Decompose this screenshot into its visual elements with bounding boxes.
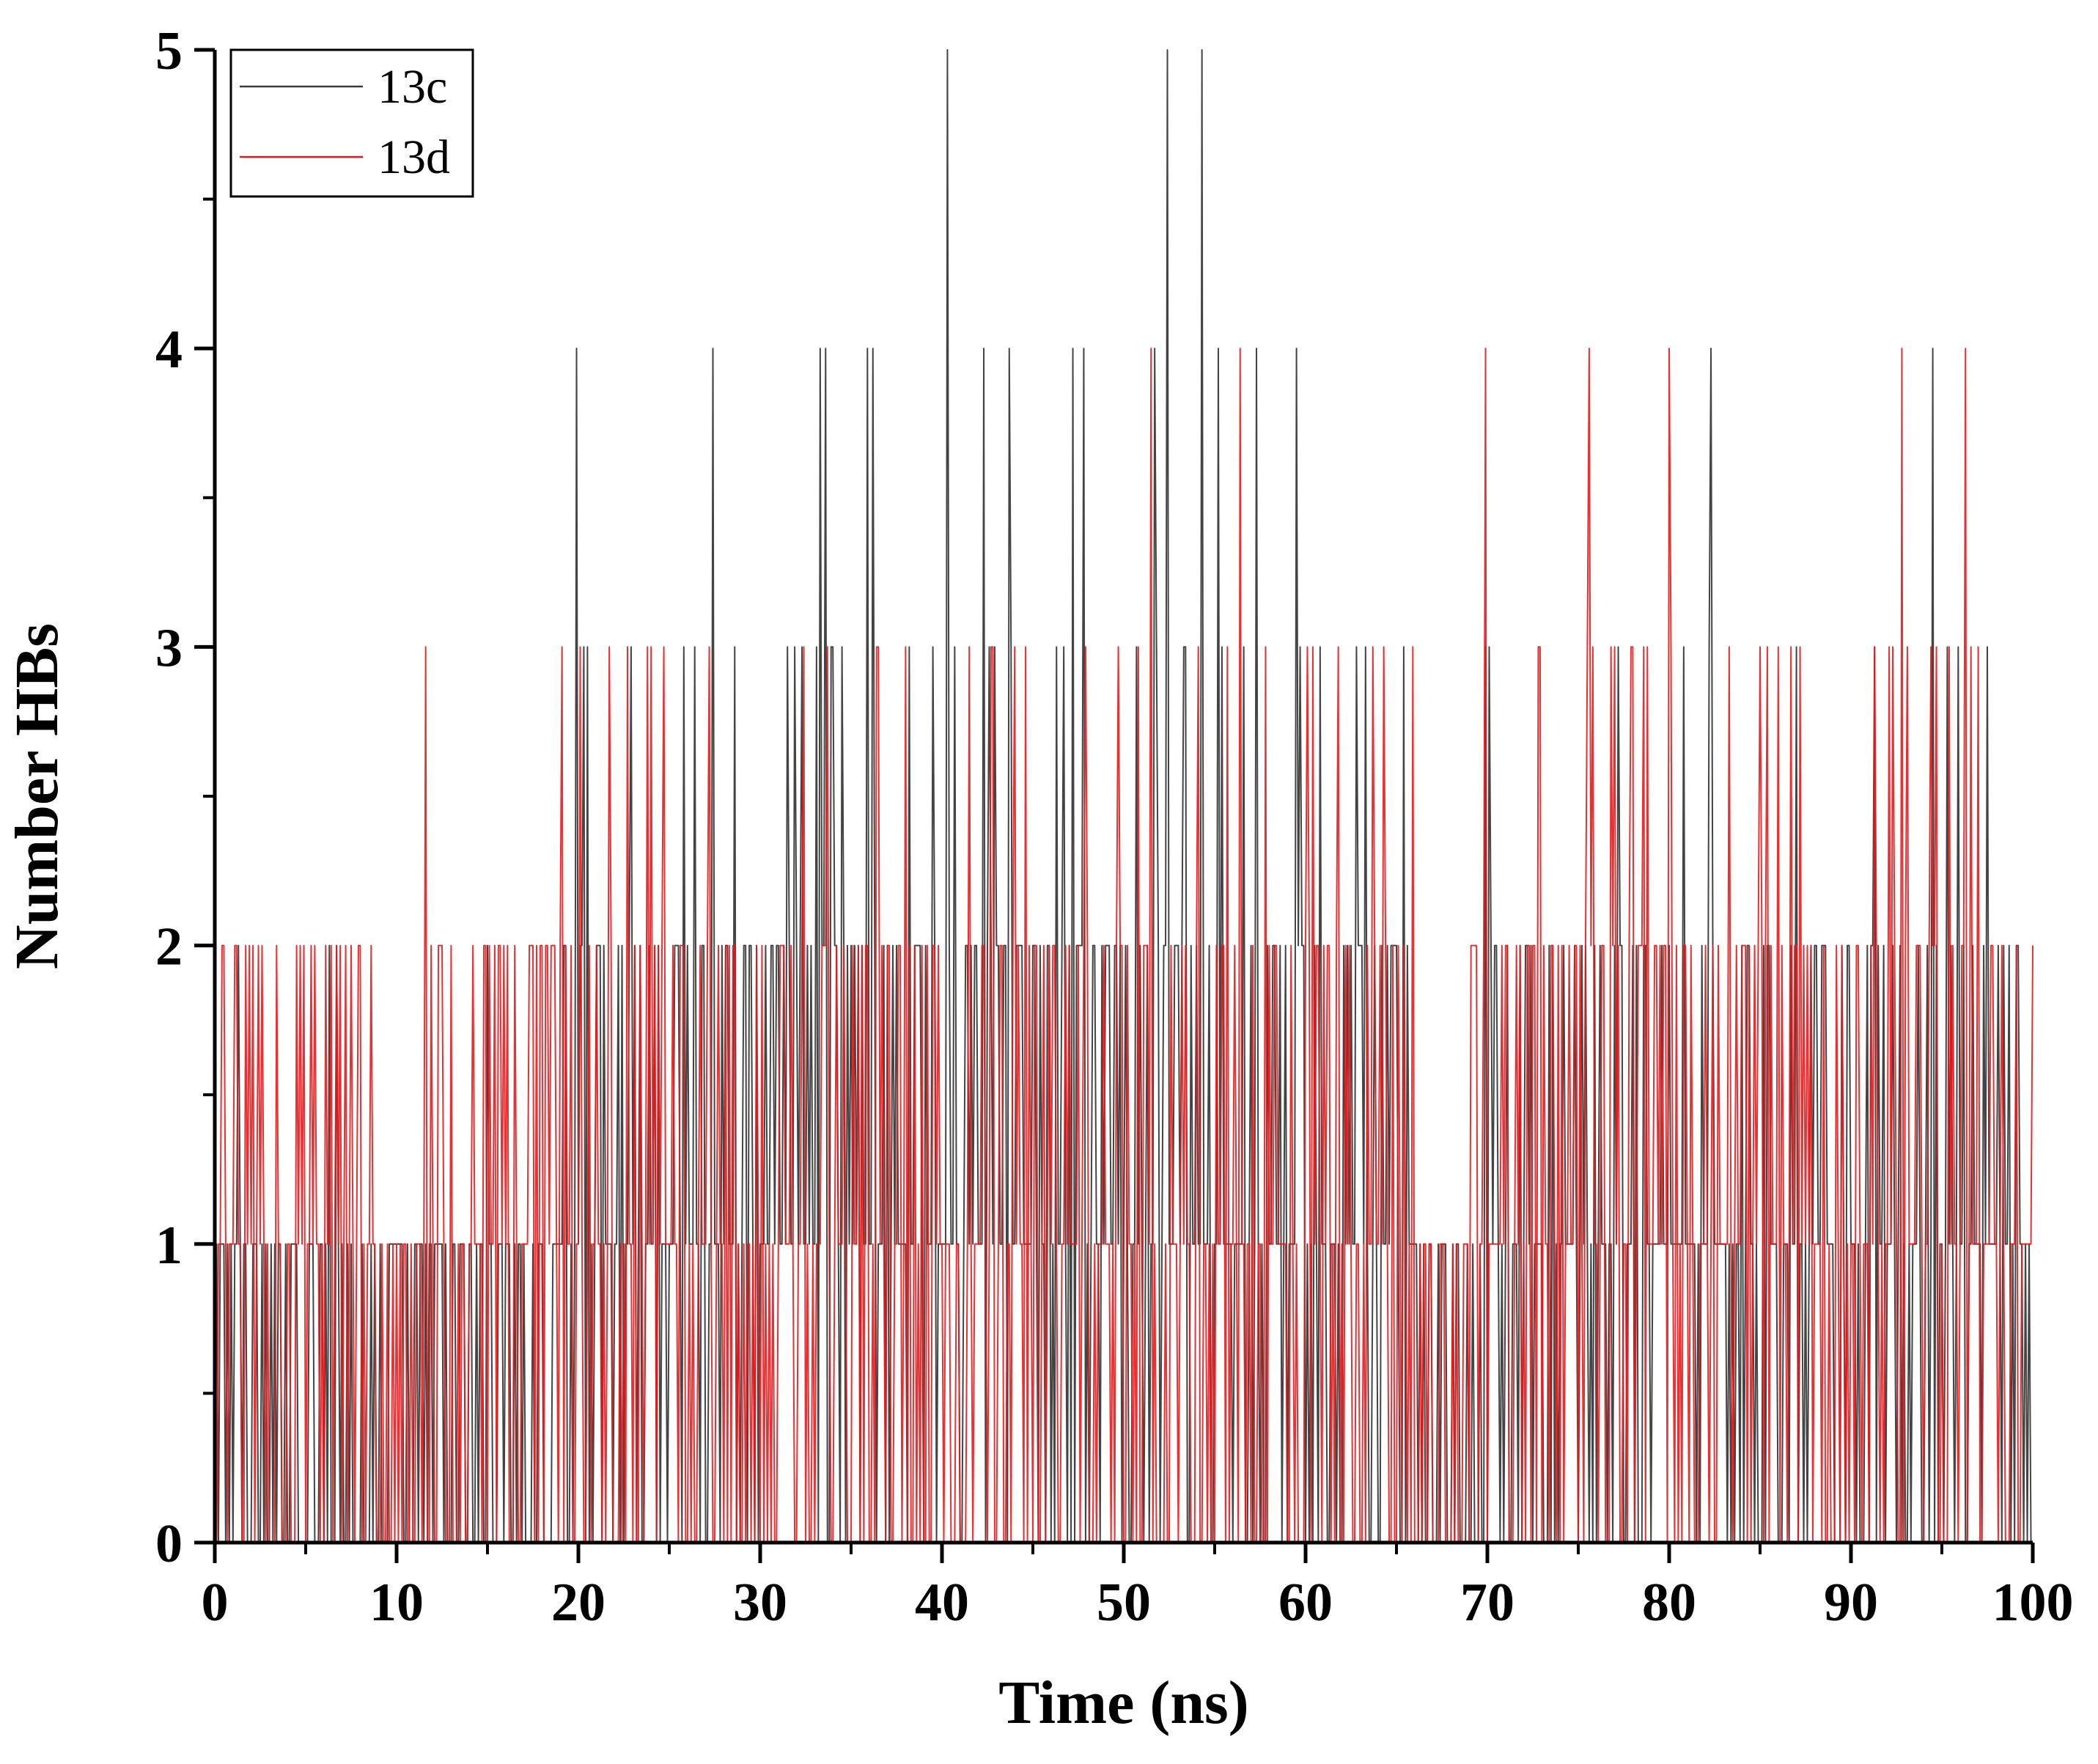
y-tick-label-4: 4 xyxy=(155,320,183,380)
y-tick-label-3: 3 xyxy=(155,618,183,678)
legend-label-13c: 13c xyxy=(378,60,447,114)
y-axis-title: Number HBs xyxy=(3,623,71,969)
legend-box xyxy=(229,48,474,198)
x-tick-label-60: 60 xyxy=(1278,1573,1333,1633)
y-tick-label-0: 0 xyxy=(155,1514,183,1574)
y-tick-label-1: 1 xyxy=(155,1216,183,1276)
x-tick-label-70: 70 xyxy=(1460,1573,1514,1633)
x-tick-label-50: 50 xyxy=(1097,1573,1151,1633)
axes-layer: 0 10 20 30 40 50 60 70 80 90 100 0 1 2 3 4 5 xyxy=(155,21,2074,1633)
x-tick-label-40: 40 xyxy=(915,1573,969,1633)
x-tick-label-90: 90 xyxy=(1824,1573,1878,1633)
y-tick-label-2: 2 xyxy=(155,917,183,977)
x-tick-label-30: 30 xyxy=(733,1573,787,1633)
x-axis-title: Time (ns) xyxy=(998,1669,1248,1737)
x-tick-label-10: 10 xyxy=(369,1573,424,1633)
x-tick-label-20: 20 xyxy=(551,1573,606,1633)
x-tick-label-80: 80 xyxy=(1642,1573,1696,1633)
legend-label-13d: 13d xyxy=(378,131,450,184)
x-tick-label-100: 100 xyxy=(1992,1573,2074,1633)
x-tick-label-0: 0 xyxy=(202,1573,229,1633)
y-tick-label-5: 5 xyxy=(155,21,183,81)
